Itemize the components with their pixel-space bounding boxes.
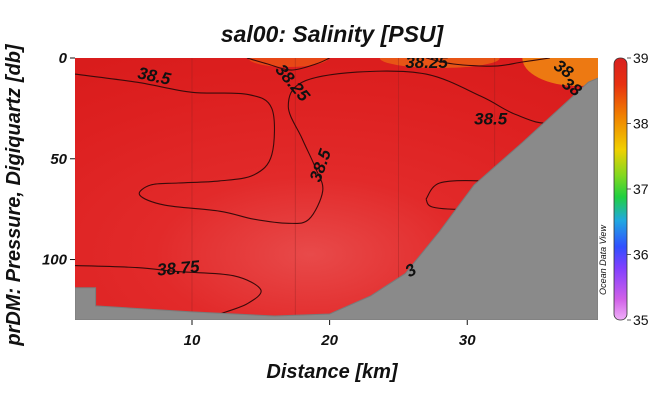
colorbar: 35 36 37 38 39 Ocean Data View (598, 50, 649, 328)
y-tick-label: 100 (42, 252, 68, 269)
colorbar-ticks: 35 36 37 38 39 (627, 50, 649, 328)
colorbar-tick-label: 35 (633, 312, 649, 328)
contour-label: 38.75 (156, 257, 201, 280)
colorbar-tick-label: 36 (633, 247, 649, 263)
x-tick-label: 20 (320, 332, 338, 349)
y-axis-ticks: 0 50 100 (42, 50, 75, 269)
contour-line-38-75 (75, 265, 262, 315)
contour-line-38-5 (75, 70, 578, 224)
x-axis-label: Distance [km] (266, 361, 398, 383)
seafloor-mask (75, 77, 598, 320)
x-axis-ticks: 10 20 30 (184, 320, 476, 349)
contour-line-38-25 (425, 58, 550, 67)
contour-label: 38.25 (405, 53, 448, 72)
x-tick-label: 30 (459, 332, 476, 349)
colorbar-tick-label: 38 (633, 116, 649, 132)
ocean-data-view-watermark: Ocean Data View (598, 225, 608, 295)
x-tick-label: 10 (184, 332, 201, 349)
surface-tint-right (522, 58, 598, 86)
chart-title: sal00: Salinity [PSU] (221, 21, 445, 47)
colorbar-tick-label: 39 (633, 50, 649, 66)
contour-label: 38.5 (474, 110, 508, 129)
colorbar-scale (613, 57, 628, 321)
contour-line-38-25 (246, 58, 330, 71)
colorbar-tick-label: 37 (633, 181, 649, 197)
y-tick-label: 0 (59, 50, 68, 67)
y-axis-label: prDM: Pressure, Digiquartz [db] (3, 43, 25, 346)
y-tick-label: 50 (50, 151, 67, 168)
